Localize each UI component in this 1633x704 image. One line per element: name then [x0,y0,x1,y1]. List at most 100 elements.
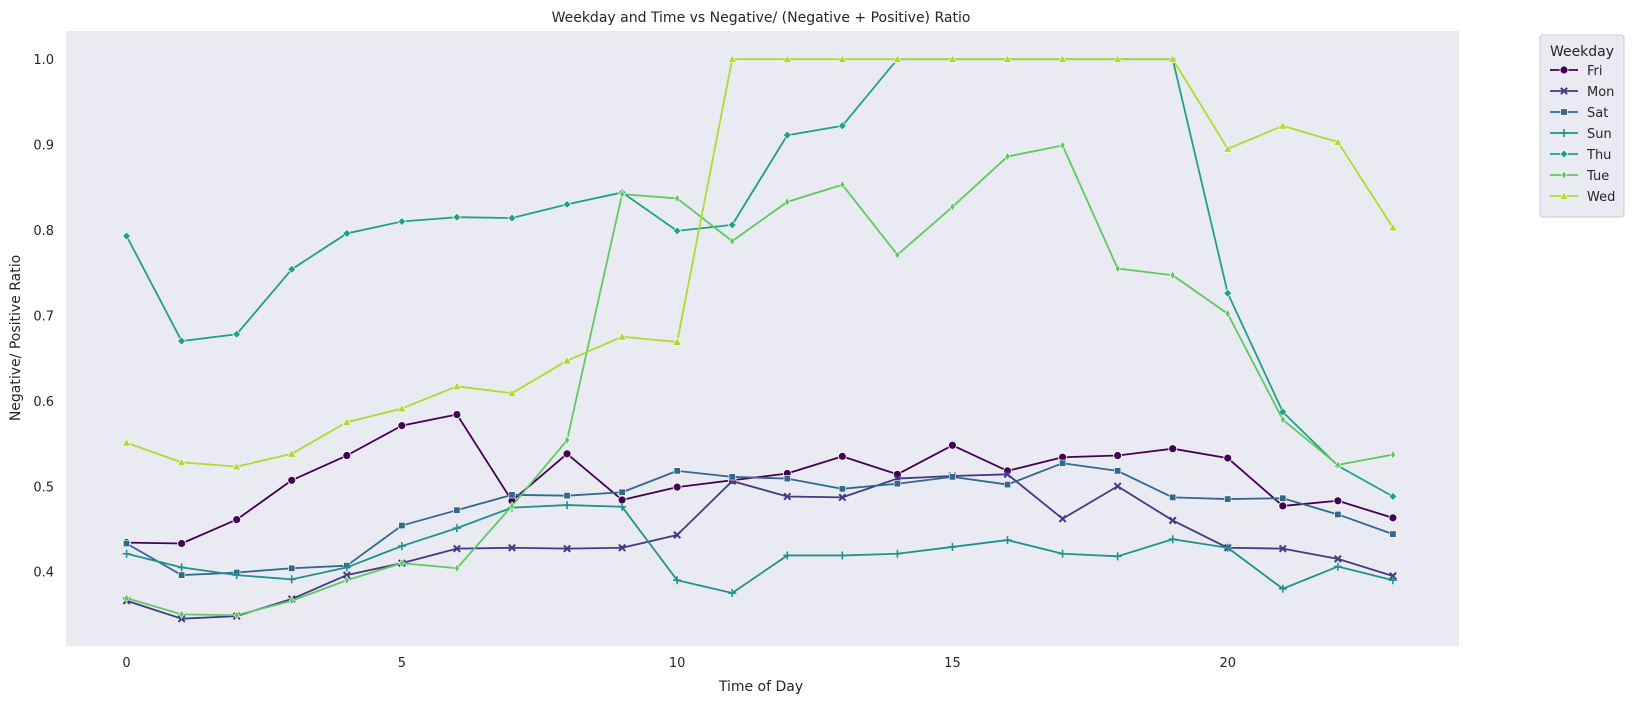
data-point [1114,263,1121,274]
series-sun [122,501,1397,598]
data-point [673,531,682,539]
data-point [564,435,570,445]
data-point [287,575,296,584]
data-point [453,544,461,553]
data-point [672,337,682,346]
data-point [398,522,406,530]
data-point [1167,54,1178,63]
series-line [126,144,1394,617]
data-point [1168,444,1178,454]
data-point [837,54,848,63]
series-thu [122,54,1398,501]
data-point [1112,54,1123,63]
data-point [728,589,737,598]
data-point [1113,451,1123,460]
data-point [1113,552,1122,561]
data-point [508,543,516,552]
data-point [1334,510,1342,518]
data-point [178,609,185,620]
data-point [617,331,627,341]
data-point [453,563,460,574]
data-point [1223,543,1232,552]
data-point [1278,501,1288,511]
data-point [232,329,242,339]
data-point [1559,191,1569,200]
data-point [1058,549,1067,558]
data-point [1560,129,1568,137]
data-point [562,199,572,209]
chart-title: Weekday and Time vs Negative/ (Negative … [552,10,971,26]
data-point [288,564,296,572]
data-point [1169,493,1177,501]
data-point [1003,470,1012,479]
data-point [1278,120,1288,130]
data-point [176,457,187,467]
data-point [1169,270,1176,281]
data-point [1278,584,1287,593]
data-point [1389,572,1397,580]
data-point [782,54,792,63]
data-point [617,495,627,505]
data-point [1223,453,1233,463]
data-point [452,410,462,419]
data-point [784,197,791,207]
data-point [507,213,517,223]
data-point [562,449,572,459]
y-axis: 0.4 0.5 0.6 0.7 0.8 0.9 1.0 [33,53,54,581]
data-point [727,54,737,63]
y-tick-label: 0.4 [33,566,54,581]
x-tick-label: 5 [398,656,406,671]
data-point [892,54,903,63]
data-point [1334,460,1341,470]
data-point [783,492,792,501]
legend-item-tue: Tue [1550,169,1609,184]
data-point [672,226,682,236]
legend-label: Wed [1587,190,1615,205]
data-point [1004,151,1011,162]
data-point [1279,414,1286,425]
data-point [1279,494,1287,502]
legend-title: Weekday [1550,44,1614,60]
data-point [122,549,131,558]
data-point [728,473,736,481]
legend-item-wed: Wed [1550,190,1615,205]
data-point [673,467,681,475]
data-point [1003,536,1012,545]
data-point [1561,170,1567,180]
y-tick-label: 0.9 [33,139,54,154]
data-point [287,475,297,485]
data-point [839,179,846,190]
data-point [948,440,957,450]
data-point [452,524,461,533]
data-point [1388,492,1398,501]
data-point [1333,554,1342,563]
data-point [783,551,792,560]
data-point [1059,140,1066,151]
data-point [287,264,297,274]
data-point [123,539,131,547]
data-point [947,54,958,63]
series-layer [121,54,1398,623]
data-point [398,558,405,568]
data-point [563,544,571,553]
x-tick-label: 10 [669,656,686,671]
legend-items: Fri Mon Sat Sun Thu Tue Wed [1550,64,1615,205]
legend-label: Sun [1587,127,1612,142]
data-point [1168,535,1177,544]
legend: Weekday Fri Mon Sat Sun Thu Tue Wed [1539,34,1625,218]
data-point [837,451,847,461]
data-point [949,202,956,212]
data-point [618,488,626,496]
data-point [508,491,516,499]
data-point [452,381,462,390]
data-point [342,451,352,460]
data-point [342,229,352,238]
legend-item-thu: Thu [1550,148,1611,163]
legend-label: Fri [1587,64,1603,79]
data-point [1113,482,1122,491]
data-point [1389,530,1397,538]
data-point [1168,516,1177,525]
data-point [288,595,295,606]
data-point [1114,467,1122,475]
legend-item-sun: Sun [1550,127,1612,142]
